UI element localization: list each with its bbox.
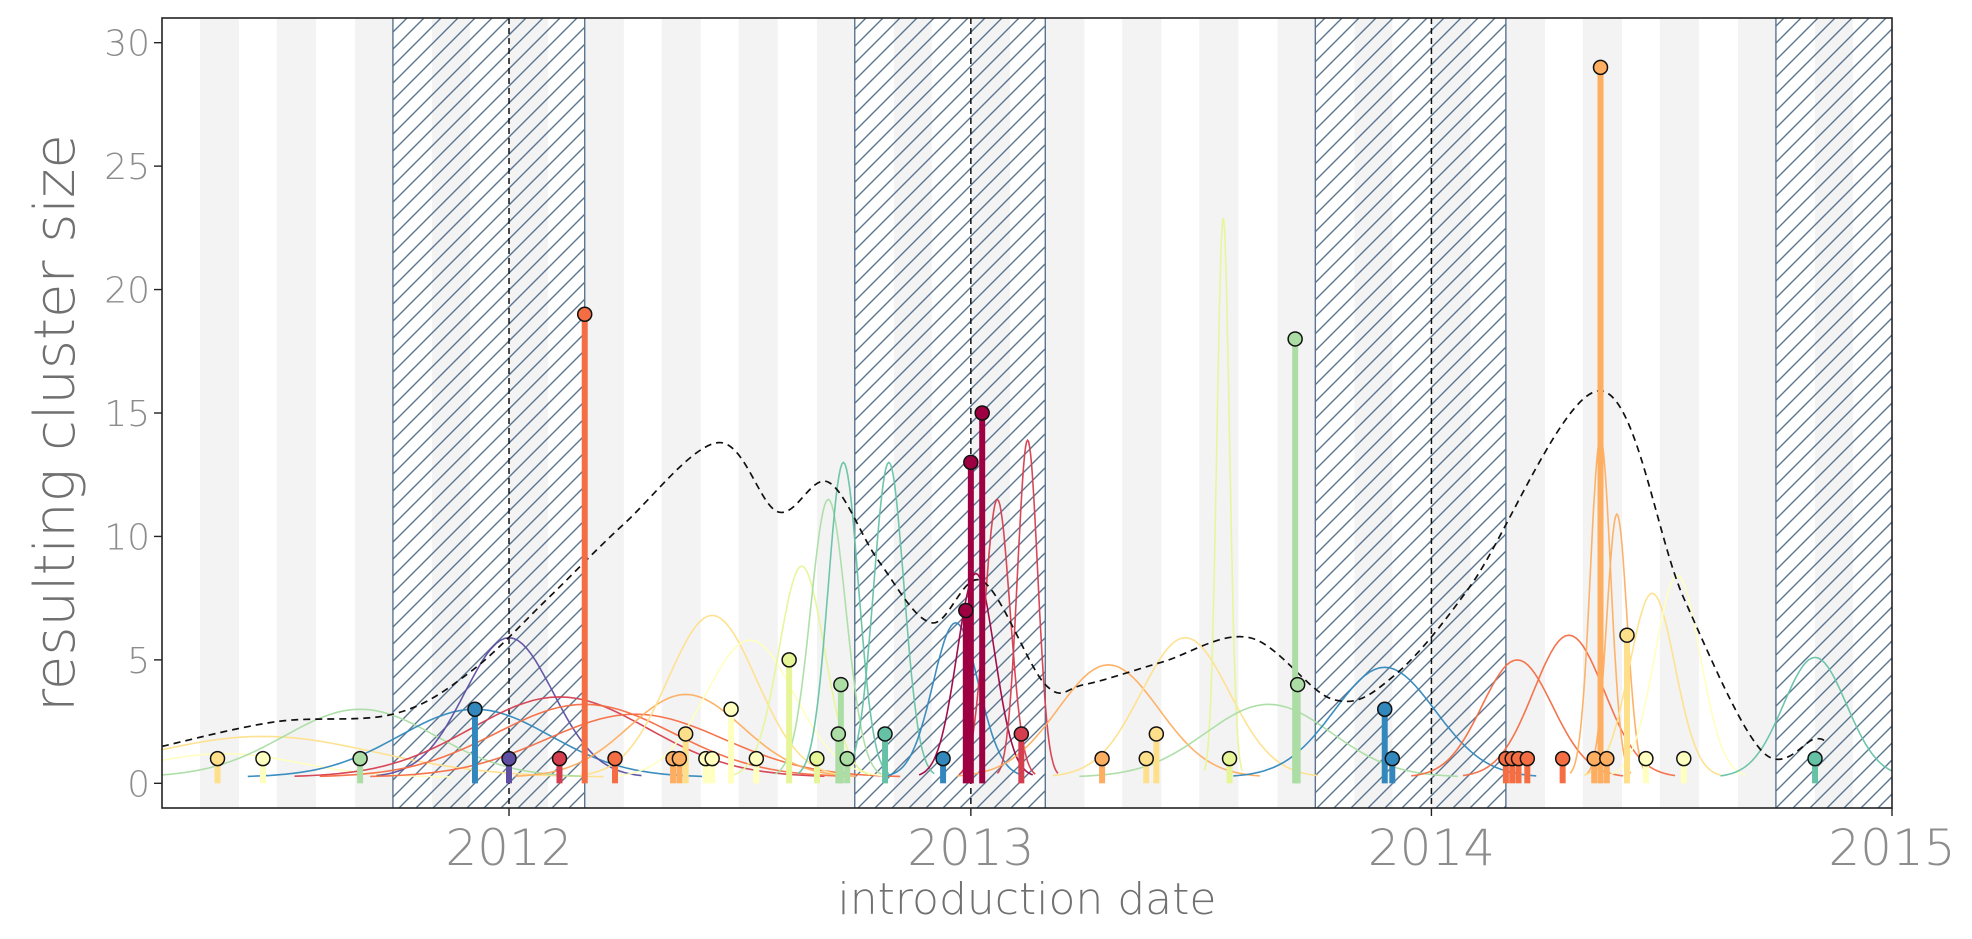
y-tick-label: 15 [104,394,150,435]
cluster-point [1013,726,1030,742]
cluster-point [1638,750,1654,767]
month-band [355,18,393,808]
cluster-point [1384,750,1401,767]
density-curves [162,217,1892,778]
y-axis-title: resulting cluster size [23,134,88,712]
cluster-point [877,726,893,742]
density-curve [918,572,1034,776]
cluster-point [1807,750,1823,767]
cluster-point [809,750,825,767]
cluster-point [1289,676,1306,693]
cluster-point [1554,750,1571,767]
month-band [1738,18,1776,808]
cluster-point [1519,750,1536,767]
cluster-point [576,306,593,322]
cluster-point [551,750,568,767]
density-curve [733,565,871,776]
shaded-period [1775,18,1892,808]
cluster-point [1148,726,1165,742]
month-band [1659,18,1699,808]
cluster-point [1599,750,1615,767]
density-curve [996,438,1059,774]
cluster-point [1221,750,1238,767]
cluster-point [839,750,855,767]
density-curve [162,752,452,778]
cluster-point [935,750,951,767]
cluster-point [974,405,990,421]
density-total [162,389,1827,760]
cluster-point [830,726,847,742]
shaded-period [392,18,585,808]
cluster-point [352,750,368,767]
y-tick-label: 5 [127,641,150,682]
cluster-point [748,750,765,767]
month-band [1122,18,1162,808]
density-curve [370,713,901,778]
y-tick-label: 10 [104,517,150,558]
cluster-points [209,59,1823,767]
cluster-point [1094,750,1110,767]
density-curve [956,663,1260,777]
x-tick-label: 2012 [445,819,572,877]
density-curve [1233,666,1537,777]
density-curve [1586,512,1648,775]
y-tick-label: 30 [104,24,150,65]
cluster-point [501,750,517,767]
y-tick-label: 20 [104,271,150,312]
month-band [816,18,855,808]
cluster-point [1287,331,1303,347]
density-total-line [162,389,1827,760]
month-band [584,18,624,808]
month-band [199,18,239,808]
shaded-period [1315,18,1506,808]
x-tick-label: 2014 [1368,819,1495,877]
density-curve [579,614,845,777]
density-curve [1203,217,1243,772]
month-band [738,18,778,808]
cluster-point [1592,59,1609,76]
density-curve [162,735,604,778]
x-axis-title: introduction date [838,874,1217,925]
density-curve [774,498,882,775]
cluster-point [833,676,849,693]
shaded-periods [392,18,1892,808]
cluster-point [1619,627,1635,643]
y-tick-label: 0 [127,764,150,805]
cluster-point [958,602,974,619]
cluster-point [209,750,226,767]
cluster-point [781,652,797,668]
density-curve [797,461,890,775]
cluster-point [1676,750,1692,767]
month-band [276,18,316,808]
cluster-point [607,750,623,767]
month-band [1505,18,1545,808]
density-curve [1609,575,1746,776]
density-curve [1720,656,1892,777]
density-curve [515,693,857,777]
density-curve [294,696,825,777]
cluster-point [704,750,720,767]
cluster-point [963,454,979,471]
x-axis-ticks: 2012 2013 2014 2015 [445,808,1956,877]
month-band [1045,18,1085,808]
cluster-point [1138,750,1154,767]
y-tick-label: 25 [104,147,150,188]
density-curve [887,621,1025,777]
x-tick-label: 2013 [907,819,1034,877]
month-band [1199,18,1239,808]
cluster-point [1376,701,1393,717]
y-axis-ticks: 0 5 10 15 20 25 30 [104,24,162,805]
month-band [661,18,701,808]
cluster-point [467,701,483,717]
shaded-period [854,18,1046,808]
cluster-point [671,750,688,767]
cluster-point [677,726,694,742]
cluster-point [723,701,739,717]
x-tick-label: 2015 [1828,819,1955,877]
cluster-point [255,750,271,767]
